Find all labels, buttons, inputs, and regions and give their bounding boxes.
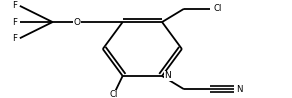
Text: Cl: Cl [109, 90, 117, 98]
Text: F: F [12, 1, 17, 10]
Text: F: F [12, 18, 17, 27]
Text: F: F [12, 34, 17, 43]
Text: O: O [73, 18, 80, 27]
Text: Cl: Cl [213, 4, 222, 13]
Text: N: N [164, 71, 171, 80]
Text: N: N [236, 85, 242, 94]
